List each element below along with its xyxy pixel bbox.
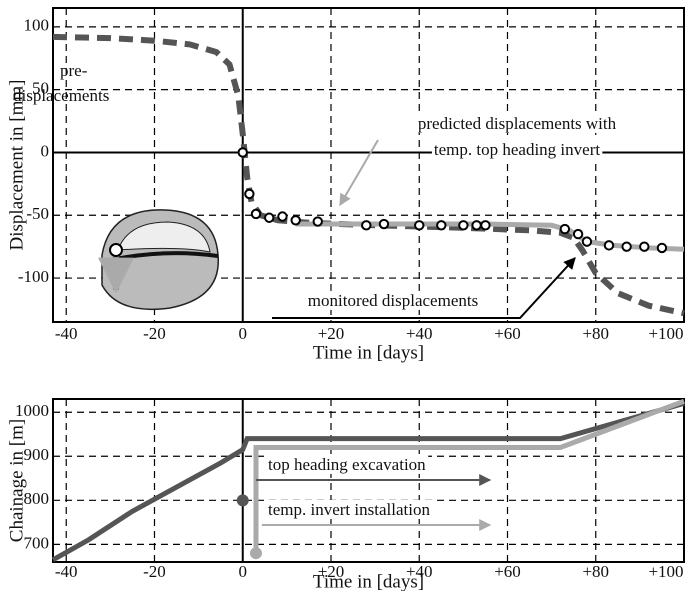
data-point bbox=[250, 208, 262, 220]
data-point bbox=[572, 228, 584, 240]
x-tick-label: -20 bbox=[143, 324, 166, 343]
x-tick-label: +100 bbox=[648, 562, 683, 581]
annotation: monitored displacements bbox=[308, 291, 478, 310]
data-point bbox=[277, 211, 288, 222]
y-tick-label: 1000 bbox=[15, 401, 49, 420]
x-tick-label: -40 bbox=[55, 562, 78, 581]
y-tick-label: 700 bbox=[24, 533, 50, 552]
annotation-background bbox=[431, 139, 603, 159]
annotation-background bbox=[305, 290, 481, 310]
annotation-background bbox=[415, 113, 619, 133]
data-point bbox=[361, 220, 372, 231]
event-marker bbox=[236, 494, 249, 507]
data-point bbox=[581, 236, 593, 247]
series-line bbox=[52, 33, 685, 317]
data-point bbox=[471, 220, 482, 231]
data-point bbox=[458, 220, 469, 231]
x-tick-label: +100 bbox=[648, 324, 683, 343]
y-tick-label: 100 bbox=[24, 16, 50, 35]
data-point bbox=[639, 241, 650, 252]
annotation-arrow bbox=[339, 139, 379, 207]
data-point bbox=[436, 220, 447, 231]
data-point bbox=[480, 220, 491, 231]
x-tick-label: 0 bbox=[238, 562, 247, 581]
data-point bbox=[290, 215, 301, 226]
series-line bbox=[51, 400, 685, 562]
x-axis-title: Time in [days] bbox=[313, 342, 424, 363]
y-axis-title: Displacement in [mm] bbox=[6, 80, 27, 251]
x-tick-label: 0 bbox=[238, 324, 247, 343]
annotation: temp. top heading invert bbox=[434, 140, 600, 159]
data-point bbox=[621, 241, 632, 252]
x-axis-title: Time in [days] bbox=[313, 571, 424, 591]
series-line bbox=[253, 398, 685, 554]
x-tick-label: +40 bbox=[406, 562, 433, 581]
x-tick-label: +60 bbox=[494, 562, 521, 581]
y-tick-label: 50 bbox=[32, 79, 49, 98]
data-point bbox=[237, 147, 248, 158]
y-tick-label: 800 bbox=[24, 489, 50, 508]
y-axis-title: Chainage in [m] bbox=[6, 419, 27, 542]
y-tick-label: -50 bbox=[26, 204, 49, 223]
event-marker bbox=[249, 547, 262, 560]
annotation: pre- bbox=[60, 61, 88, 80]
x-tick-label: -20 bbox=[143, 562, 166, 581]
data-point bbox=[312, 216, 323, 227]
x-tick-label: +60 bbox=[494, 324, 521, 343]
x-tick-label: -40 bbox=[55, 324, 78, 343]
y-tick-label: 0 bbox=[41, 141, 50, 160]
annotation: temp. invert installation bbox=[268, 500, 430, 519]
data-point bbox=[559, 223, 571, 235]
x-tick-label: +80 bbox=[582, 562, 609, 581]
annotation: top heading excavation bbox=[268, 455, 426, 474]
data-point bbox=[603, 240, 615, 251]
y-tick-label: -100 bbox=[18, 267, 49, 286]
data-point bbox=[264, 212, 275, 223]
annotation-arrow bbox=[272, 257, 576, 319]
tunnel-sketch bbox=[109, 243, 123, 257]
data-point bbox=[378, 218, 390, 230]
x-tick-label: +20 bbox=[318, 324, 345, 343]
annotation-background bbox=[266, 499, 433, 519]
annotation: displacements bbox=[13, 86, 109, 105]
annotation-background bbox=[266, 454, 429, 474]
data-point bbox=[656, 242, 668, 254]
tunnel-sketch bbox=[117, 221, 211, 253]
y-tick-label: 900 bbox=[24, 445, 50, 464]
data-point bbox=[244, 188, 255, 200]
data-point bbox=[414, 220, 425, 231]
x-tick-label: +40 bbox=[406, 324, 433, 343]
annotation: predicted displacements with bbox=[418, 114, 617, 133]
x-tick-label: +80 bbox=[582, 324, 609, 343]
x-tick-label: +20 bbox=[318, 562, 345, 581]
